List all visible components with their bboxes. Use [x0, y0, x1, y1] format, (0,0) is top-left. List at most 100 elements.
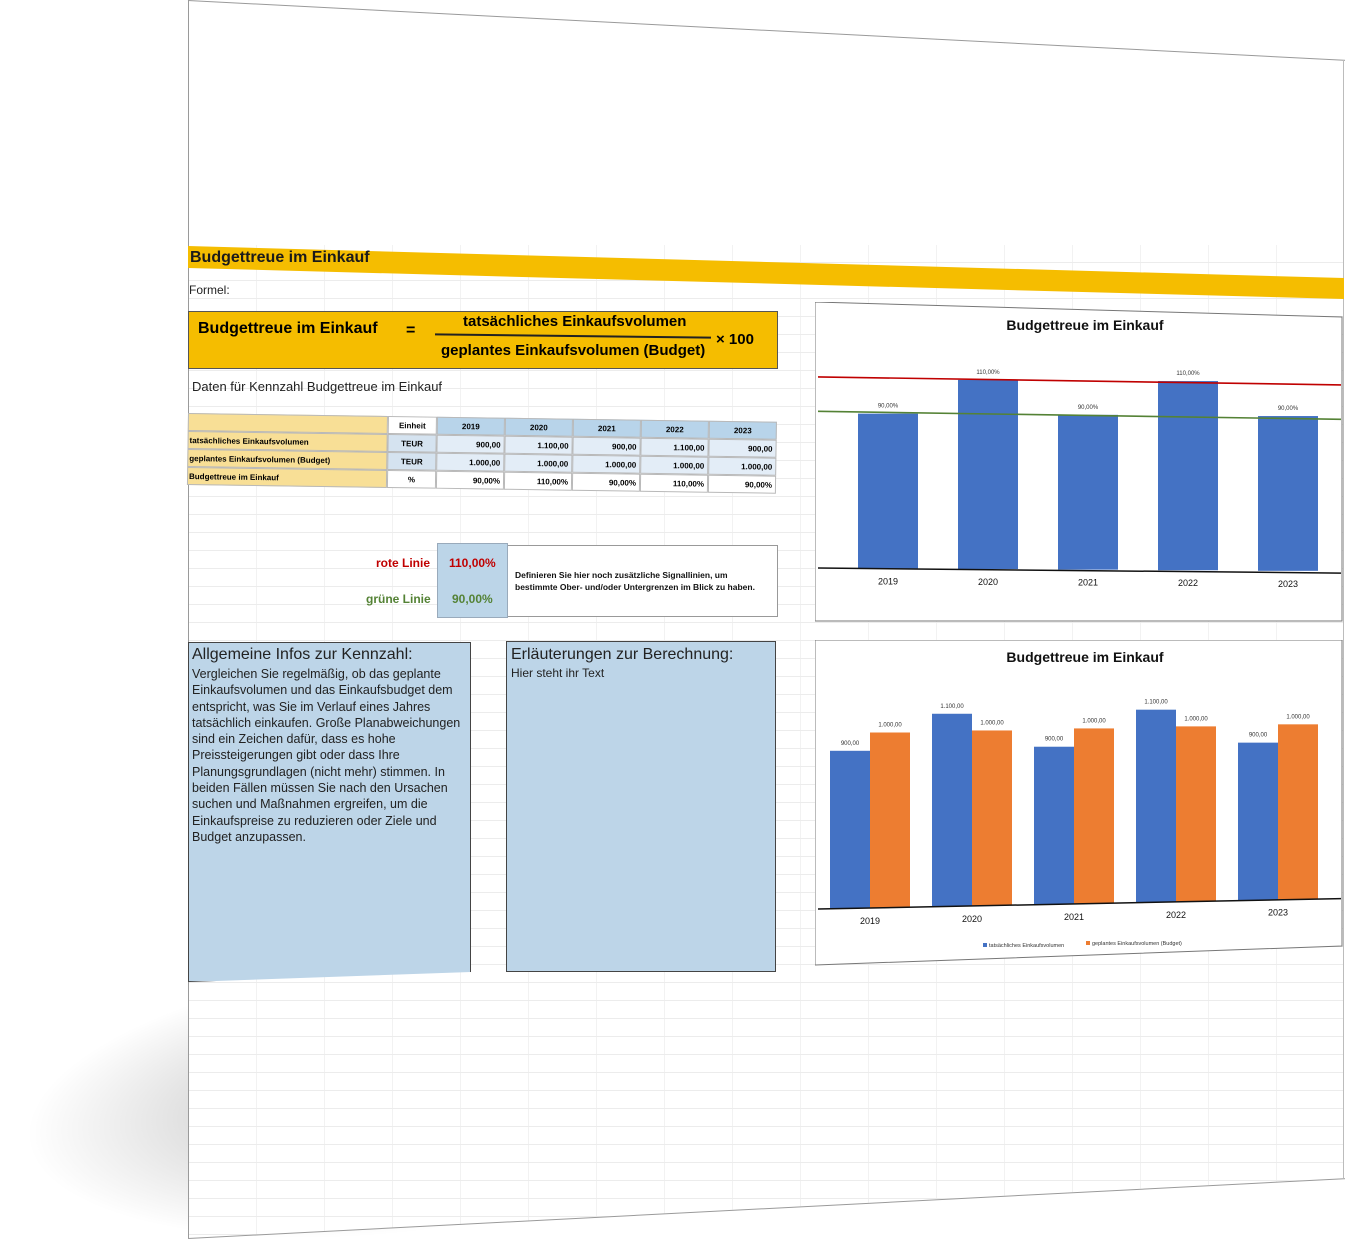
bar	[1176, 726, 1216, 902]
formula-kpi-name: Budgettreue im Einkauf	[198, 320, 378, 337]
legend-swatch	[983, 943, 987, 947]
table-cell[interactable]: 900,00	[572, 436, 641, 456]
bar	[1074, 728, 1114, 904]
x-tick-label: 2023	[1268, 908, 1288, 918]
data-label: 900,00	[841, 741, 860, 747]
calc-title: Erläuterungen zur Berechnung:	[511, 646, 734, 663]
formula-equals: =	[406, 322, 416, 339]
green-line-input[interactable]: 90,00%	[452, 592, 493, 606]
formula-multiplier: × 100	[716, 331, 754, 348]
calc-body: Hier steht ihr Text	[511, 666, 605, 680]
chart-title: Budgettreue im Einkauf	[1006, 317, 1163, 333]
table-cell[interactable]: 1.100,00	[504, 435, 573, 455]
table-cell[interactable]: 1.000,00	[436, 452, 505, 472]
row-unit[interactable]: TEUR	[387, 433, 437, 453]
table-cell[interactable]: 1.000,00	[640, 455, 709, 475]
bar	[870, 732, 910, 908]
bar	[958, 379, 1018, 570]
data-label: 1.000,00	[980, 720, 1004, 726]
x-tick-label: 2022	[1166, 910, 1186, 920]
signal-hint-text: Definieren Sie hier noch zusätzliche Sig…	[515, 570, 755, 592]
page-right-edge	[1343, 60, 1344, 1178]
unit-header[interactable]: Einheit	[387, 415, 437, 435]
info-body: Vergleichen Sie regelmäßig, ob das gepla…	[192, 667, 461, 844]
bar	[1258, 416, 1318, 571]
bar	[1158, 381, 1218, 571]
table-cell[interactable]: 900,00	[708, 438, 777, 458]
year-header[interactable]: 2020	[504, 417, 573, 437]
formula-numerator: tatsächliches Einkaufsvolumen	[463, 313, 687, 330]
data-table: Einheit 2019 2020 2021 2022 2023 tatsäch…	[186, 413, 778, 502]
legend-label: tatsächliches Einkaufsvolumen	[989, 943, 1064, 949]
data-label: 1.000,00	[878, 723, 902, 729]
table-cell[interactable]: 1.100,00	[640, 437, 709, 457]
chart-title: Budgettreue im Einkauf	[1006, 649, 1163, 665]
red-signal-line	[817, 376, 1342, 386]
data-label: 1.100,00	[940, 704, 964, 710]
row-label[interactable]: Budgettreue im Einkauf	[186, 466, 388, 488]
year-header[interactable]: 2023	[708, 420, 777, 440]
data-label: 1.000,00	[1184, 716, 1208, 722]
page-title: Budgettreue im Einkauf	[190, 249, 370, 266]
x-tick-label: 2021	[1078, 578, 1098, 588]
bar	[830, 750, 870, 909]
bar	[1058, 414, 1118, 570]
bar	[858, 413, 918, 569]
bar	[1136, 709, 1176, 903]
bar	[932, 713, 972, 907]
row-unit[interactable]: %	[386, 469, 437, 489]
data-label: 90,00%	[1278, 406, 1299, 412]
year-header[interactable]: 2021	[572, 418, 641, 438]
chart-volumes[interactable]: Budgettreue im Einkauf 900,00 1.000,00 2019…	[815, 640, 1343, 966]
x-tick-label: 2021	[1064, 912, 1084, 922]
legend-swatch	[1086, 941, 1090, 945]
data-label: 900,00	[1249, 733, 1268, 739]
table-cell[interactable]: 1.000,00	[504, 453, 573, 473]
formula-box[interactable]	[188, 311, 778, 369]
table-cell[interactable]: 110,00%	[639, 473, 709, 493]
x-tick-label: 2023	[1278, 579, 1298, 589]
signal-input-cells	[437, 543, 508, 618]
data-heading: Daten für Kennzahl Budgettreue im Einkau…	[192, 379, 443, 394]
formula-label: Formel:	[189, 283, 230, 297]
table-cell[interactable]: 110,00%	[503, 471, 573, 491]
data-label: 110,00%	[976, 370, 1000, 376]
legend-label: geplantes Einkaufsvolumen (Budget)	[1092, 941, 1182, 947]
data-label: 1.000,00	[1286, 714, 1310, 720]
table-cell[interactable]: 900,00	[436, 434, 505, 454]
table-cell[interactable]: 90,00%	[707, 474, 777, 494]
data-label: 110,00%	[1176, 371, 1200, 377]
green-signal-line	[817, 410, 1342, 421]
table-cell[interactable]: 1.000,00	[572, 454, 641, 474]
x-tick-label: 2019	[860, 916, 880, 926]
red-line-input[interactable]: 110,00%	[449, 556, 496, 570]
data-label: 1.100,00	[1144, 700, 1168, 706]
bar	[1278, 724, 1318, 900]
bar	[1034, 746, 1074, 905]
info-title: Allgemeine Infos zur Kennzahl:	[192, 646, 413, 663]
x-axis	[817, 567, 1342, 574]
calc-textbox[interactable]	[506, 641, 776, 972]
x-tick-label: 2022	[1178, 578, 1198, 588]
data-label: 900,00	[1045, 737, 1064, 743]
red-line-label: rote Linie	[376, 556, 431, 570]
row-unit[interactable]: TEUR	[387, 451, 437, 471]
page-header-area	[189, 1, 1344, 245]
formula-denominator: geplantes Einkaufsvolumen (Budget)	[441, 342, 706, 359]
x-axis	[817, 897, 1342, 910]
year-header[interactable]: 2022	[640, 419, 709, 439]
x-tick-label: 2020	[962, 914, 982, 924]
table-cell[interactable]: 90,00%	[435, 470, 505, 490]
green-line-label: grüne Linie	[366, 592, 431, 606]
bar	[972, 730, 1012, 906]
x-tick-label: 2020	[978, 577, 998, 587]
data-label: 90,00%	[1078, 405, 1099, 411]
year-header[interactable]: 2019	[436, 416, 505, 436]
chart-budgettreue[interactable]: Budgettreue im Einkauf 90,00% 2019 110,00% 2…	[815, 302, 1343, 622]
page-left-edge	[188, 0, 189, 1238]
data-label: 1.000,00	[1082, 718, 1106, 724]
table-cell[interactable]: 90,00%	[571, 472, 641, 492]
info-textbox[interactable]	[188, 642, 471, 982]
x-tick-label: 2019	[878, 576, 898, 586]
table-cell[interactable]: 1.000,00	[708, 456, 777, 476]
